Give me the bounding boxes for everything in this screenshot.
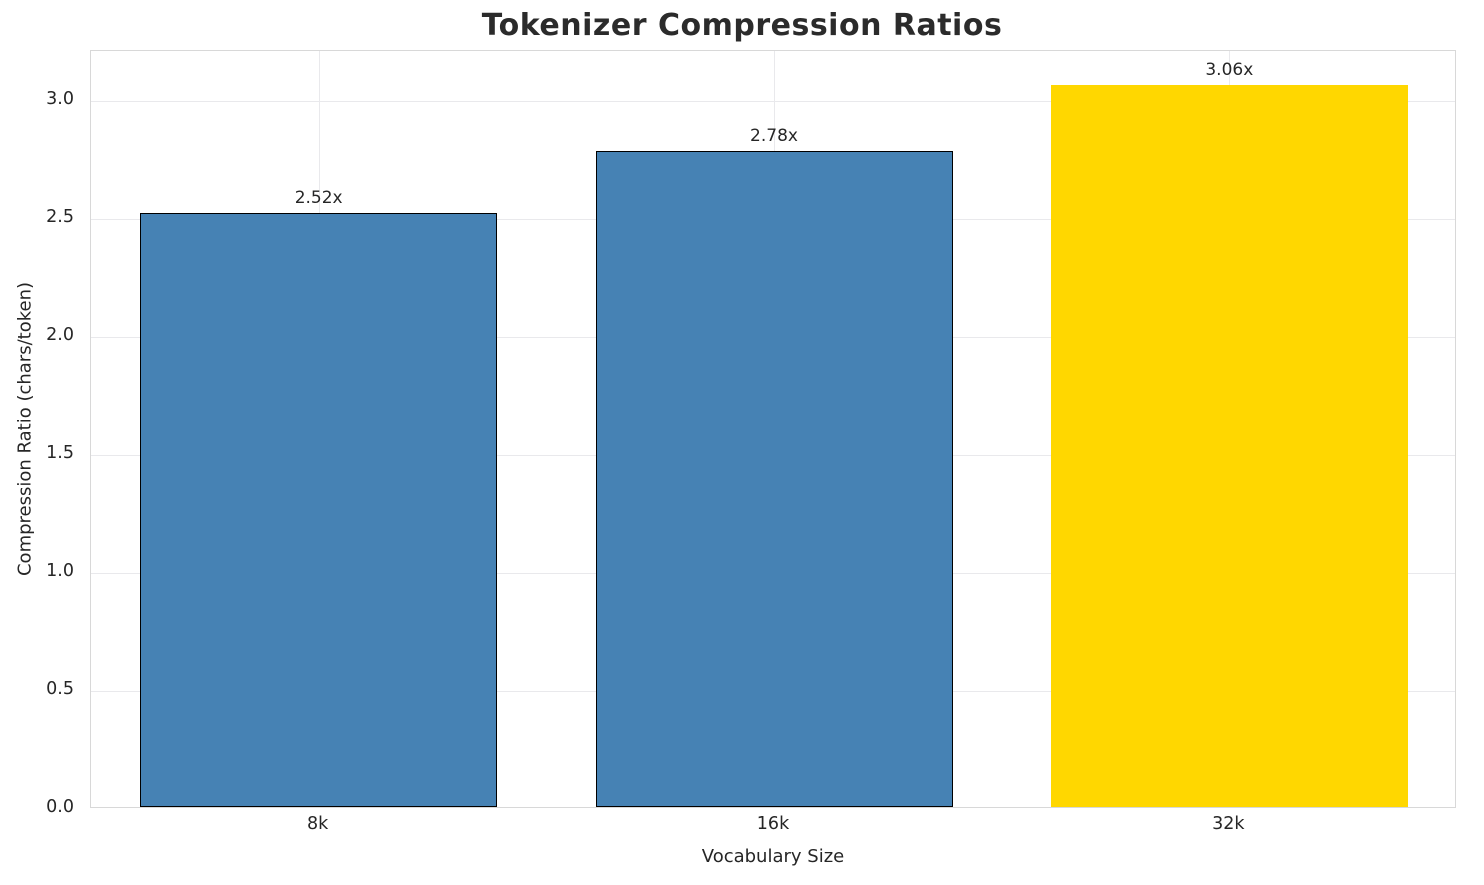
x-tick-label: 32k (1212, 814, 1245, 834)
y-tick-label: 1.0 (46, 561, 74, 582)
y-tick-label: 0.0 (46, 797, 74, 817)
gridline-horizontal (91, 101, 1455, 103)
y-axis-tick-labels: 0.0 0.5 1.0 1.5 2.0 2.5 3.0 (0, 50, 82, 817)
bars-layer: 2.52x 2.78x 3.06x (91, 51, 1455, 807)
x-tick-label: 16k (756, 814, 790, 834)
x-tick-label: 8k (307, 814, 329, 834)
y-tick-label: 2.0 (46, 325, 74, 346)
x-axis-tick-labels: 8k 16k 32k (90, 814, 1456, 840)
y-tick-label: 2.5 (46, 207, 74, 228)
y-axis-label: Compression Ratio (chars/token) (14, 281, 36, 577)
chart-title: Tokenizer Compression Ratios (481, 8, 1003, 43)
bar-16k (595, 151, 953, 807)
bar-8k (140, 212, 498, 807)
y-tick-label: 1.5 (46, 443, 74, 464)
y-tick-label: 0.5 (46, 679, 74, 700)
bar-value-label: 2.78x (750, 126, 798, 147)
y-tick-label: 3.0 (46, 89, 74, 110)
x-axis-label: Vocabulary Size (701, 846, 845, 867)
bar-value-label: 2.52x (294, 187, 343, 208)
bar-value-label: 3.06x (1205, 60, 1254, 81)
bar-32k (1050, 85, 1408, 807)
plot-area: 2.52x 2.78x 3.06x (90, 50, 1456, 808)
